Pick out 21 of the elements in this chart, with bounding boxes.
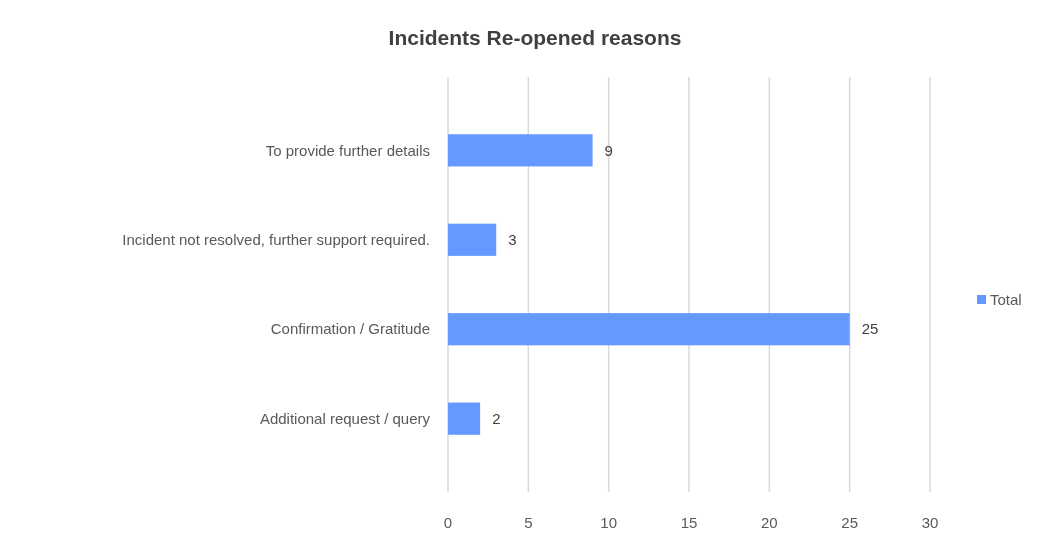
x-tick-label: 5 xyxy=(524,514,533,531)
y-tick-label: Incident not resolved, further support required. xyxy=(122,231,430,249)
x-tick-label: 10 xyxy=(600,514,618,531)
y-tick-label: Additional request / query xyxy=(259,409,431,427)
bar xyxy=(448,402,481,435)
data-label: 2 xyxy=(492,409,501,427)
chart-title: Incidents Re-opened reasons xyxy=(388,26,682,49)
x-tick-label: 0 xyxy=(443,514,453,531)
data-label: 9 xyxy=(604,141,613,159)
x-tick-label: 30 xyxy=(921,514,939,531)
bar xyxy=(448,134,593,167)
data-label: 3 xyxy=(508,231,517,249)
x-tick-label: 20 xyxy=(760,514,778,531)
y-tick-label: To provide further details xyxy=(265,141,430,159)
y-tick-label: Confirmation / Gratitude xyxy=(270,320,430,338)
x-tick-label: 15 xyxy=(680,514,698,531)
data-label: 25 xyxy=(861,320,879,338)
legend-label: Total xyxy=(990,291,1022,309)
x-tick-label: 25 xyxy=(841,514,859,531)
bar xyxy=(448,313,850,346)
bar xyxy=(448,223,497,256)
